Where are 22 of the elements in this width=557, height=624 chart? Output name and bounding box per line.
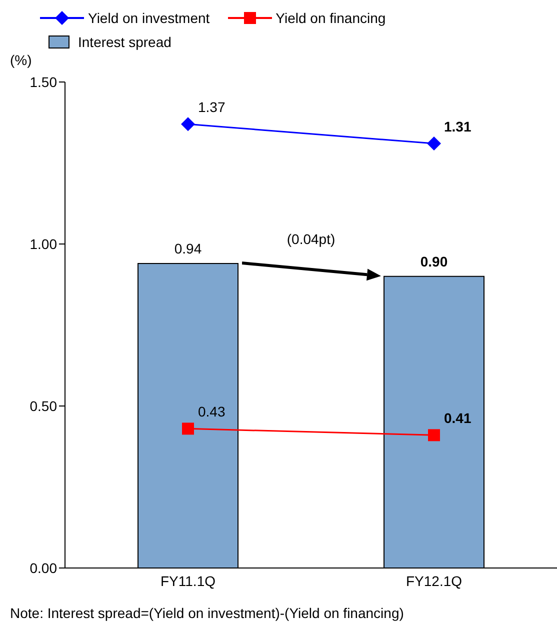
x-tick-label: FY12.1Q <box>406 572 462 589</box>
point <box>427 136 441 151</box>
data-label: 0.94 <box>174 240 202 256</box>
data-label: 1.31 <box>444 118 472 135</box>
legend-label: Yield on investment <box>88 10 210 26</box>
point <box>181 117 195 132</box>
legend-label: Yield on financing <box>276 10 386 26</box>
y-tick-label: 0.50 <box>30 398 58 414</box>
y-tick-label: 1.50 <box>30 74 58 90</box>
annotation: (0.04pt) <box>286 231 336 248</box>
point <box>182 422 194 435</box>
text: Note: Interest spread=(Yield on investment)-(Yield on financing) <box>10 605 404 621</box>
x-tick-label: FY11.1Q <box>160 572 216 589</box>
y-axis-title: (%) <box>10 52 32 68</box>
y-tick-label: 0.00 <box>30 560 58 576</box>
legend-label: Interest spread <box>78 34 172 50</box>
data-label: 0.41 <box>444 410 472 426</box>
point <box>428 429 440 442</box>
data-label: 0.43 <box>198 404 226 420</box>
y-tick-label: 1.00 <box>30 236 58 252</box>
data-label: 0.90 <box>420 253 448 270</box>
data-label: 1.37 <box>198 99 226 116</box>
